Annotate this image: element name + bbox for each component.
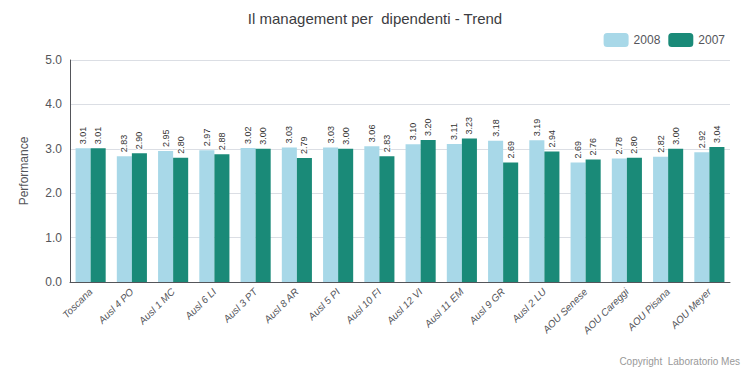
- svg-text:1.0: 1.0: [45, 231, 62, 245]
- svg-text:Ausl 4 PO: Ausl 4 PO: [95, 286, 135, 326]
- svg-text:2.90: 2.90: [134, 132, 144, 150]
- svg-text:Ausl 9 GR: Ausl 9 GR: [466, 286, 507, 327]
- svg-text:5.0: 5.0: [45, 53, 62, 67]
- svg-text:Ausl 8 AR: Ausl 8 AR: [261, 286, 301, 326]
- svg-text:3.01: 3.01: [78, 127, 88, 145]
- svg-text:2.94: 2.94: [547, 130, 557, 148]
- svg-text:2.83: 2.83: [119, 135, 129, 153]
- svg-text:2.0: 2.0: [45, 186, 62, 200]
- svg-text:AOU Pisana: AOU Pisana: [625, 286, 673, 334]
- svg-text:3.04: 3.04: [712, 125, 722, 143]
- svg-text:3.00: 3.00: [341, 127, 351, 145]
- svg-text:Toscana: Toscana: [60, 286, 95, 321]
- svg-text:AOU Senese: AOU Senese: [540, 286, 590, 336]
- svg-text:2.88: 2.88: [217, 133, 227, 151]
- svg-text:3.11: 3.11: [449, 123, 459, 140]
- svg-text:Ausl 3 PT: Ausl 3 PT: [220, 285, 260, 325]
- svg-text:3.03: 3.03: [284, 126, 294, 144]
- svg-text:2.79: 2.79: [299, 137, 309, 155]
- svg-text:3.23: 3.23: [464, 117, 474, 135]
- svg-text:2.69: 2.69: [506, 141, 516, 159]
- svg-text:Ausl 2 LU: Ausl 2 LU: [509, 286, 549, 326]
- svg-text:3.20: 3.20: [423, 118, 433, 136]
- svg-text:0.0: 0.0: [45, 275, 62, 289]
- svg-text:2.83: 2.83: [382, 135, 392, 153]
- svg-text:Ausl 11 EM: Ausl 11 EM: [422, 286, 467, 331]
- svg-text:Ausl 1 MC: Ausl 1 MC: [136, 286, 178, 328]
- svg-text:2.97: 2.97: [202, 129, 212, 147]
- svg-text:3.18: 3.18: [491, 119, 501, 137]
- svg-text:Ausl 10 FI: Ausl 10 FI: [343, 286, 383, 326]
- svg-text:2.80: 2.80: [629, 136, 639, 154]
- svg-text:Copyright Laboratorio Mes: Copyright Laboratorio Mes: [619, 356, 740, 367]
- svg-text:Ausl 5 PI: Ausl 5 PI: [305, 286, 342, 323]
- svg-text:3.06: 3.06: [367, 125, 377, 143]
- svg-text:Il management per dipendenti: Il management per dipendenti - Trend: [248, 10, 502, 27]
- svg-text:3.10: 3.10: [408, 123, 418, 141]
- svg-text:3.19: 3.19: [532, 119, 542, 137]
- svg-text:2.78: 2.78: [614, 137, 624, 155]
- svg-text:3.0: 3.0: [45, 142, 62, 156]
- svg-text:3.02: 3.02: [243, 126, 253, 144]
- svg-text:2007: 2007: [698, 33, 725, 47]
- svg-text:2.69: 2.69: [573, 141, 583, 159]
- svg-text:2.92: 2.92: [697, 131, 707, 149]
- svg-text:2008: 2008: [634, 33, 661, 47]
- svg-text:2.95: 2.95: [161, 129, 171, 147]
- svg-text:2.76: 2.76: [588, 138, 598, 156]
- svg-text:Ausl 6 LI: Ausl 6 LI: [182, 286, 218, 322]
- svg-text:3.00: 3.00: [671, 127, 681, 145]
- svg-text:3.03: 3.03: [326, 126, 336, 144]
- svg-text:Ausl 12 VI: Ausl 12 VI: [384, 286, 425, 327]
- svg-text:2.80: 2.80: [176, 136, 186, 154]
- svg-text:3.00: 3.00: [258, 127, 268, 145]
- svg-text:AOU Meyer: AOU Meyer: [668, 286, 714, 332]
- svg-text:AOU Careggi: AOU Careggi: [580, 286, 631, 337]
- svg-text:3.01: 3.01: [93, 127, 103, 145]
- svg-text:Performance: Performance: [17, 136, 31, 205]
- svg-text:4.0: 4.0: [45, 97, 62, 111]
- svg-text:2.82: 2.82: [656, 135, 666, 153]
